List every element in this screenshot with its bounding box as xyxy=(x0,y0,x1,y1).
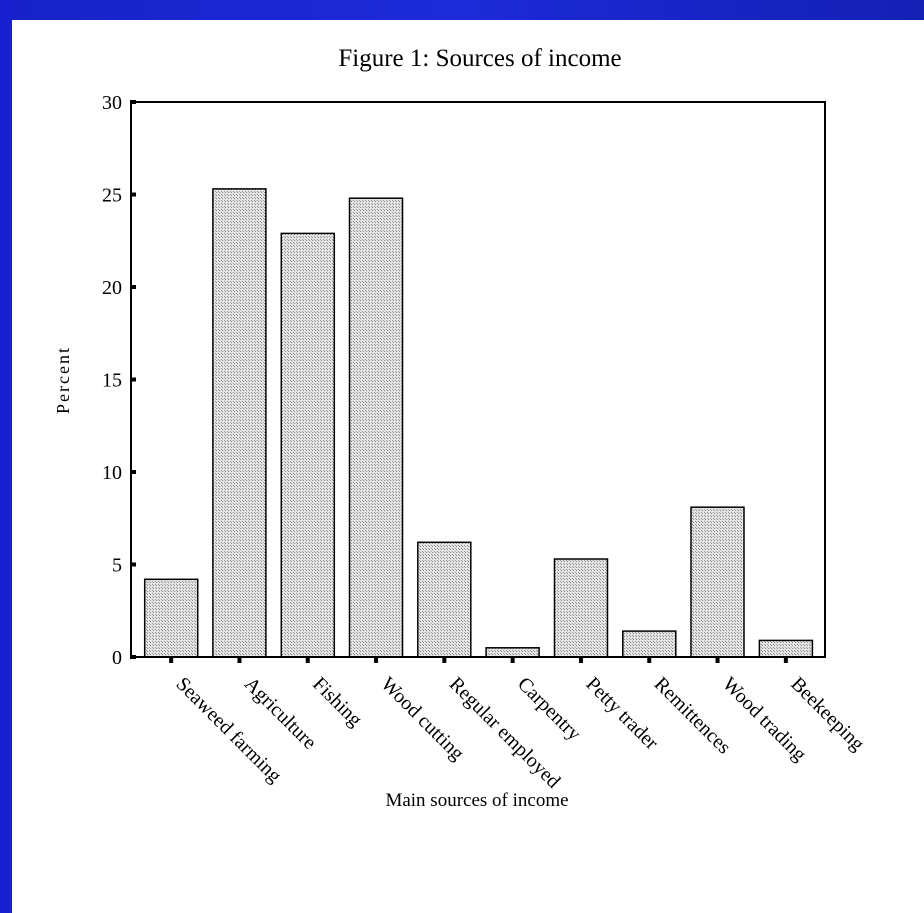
x-tick-label-6: Petty trader xyxy=(581,673,662,754)
slide-panel xyxy=(12,20,924,913)
bar-5 xyxy=(485,647,540,658)
bar-9 xyxy=(758,639,814,658)
bar-0 xyxy=(143,578,199,658)
y-axis-label: Percent xyxy=(53,346,73,414)
window-top-border xyxy=(0,0,924,20)
y-tick-label-3: 15 xyxy=(102,370,122,392)
y-tick-label-2: 10 xyxy=(102,462,122,484)
window-left-border xyxy=(0,0,12,913)
bars-group xyxy=(143,188,814,658)
chart-title: Figure 1: Sources of income xyxy=(338,45,621,72)
y-tick-label-1: 5 xyxy=(112,555,122,577)
bar-7 xyxy=(622,630,677,658)
y-axis: 0 5 10 15 20 25 30 xyxy=(102,92,136,669)
y-tick-label-6: 30 xyxy=(102,92,122,114)
bar-6 xyxy=(553,558,609,658)
y-tick-label-0: 0 xyxy=(112,647,122,669)
bar-4 xyxy=(417,541,472,658)
x-tick-label-5: Carpentry xyxy=(513,673,585,745)
x-tick-label-2: Fishing xyxy=(308,673,366,731)
bar-2 xyxy=(280,232,336,658)
y-tick-label-4: 20 xyxy=(102,277,122,299)
x-axis-label: Main sources of income xyxy=(385,790,568,811)
bar-3 xyxy=(348,197,404,658)
y-tick-label-5: 25 xyxy=(102,185,122,207)
bar-1 xyxy=(212,188,267,658)
bar-8 xyxy=(690,506,745,658)
